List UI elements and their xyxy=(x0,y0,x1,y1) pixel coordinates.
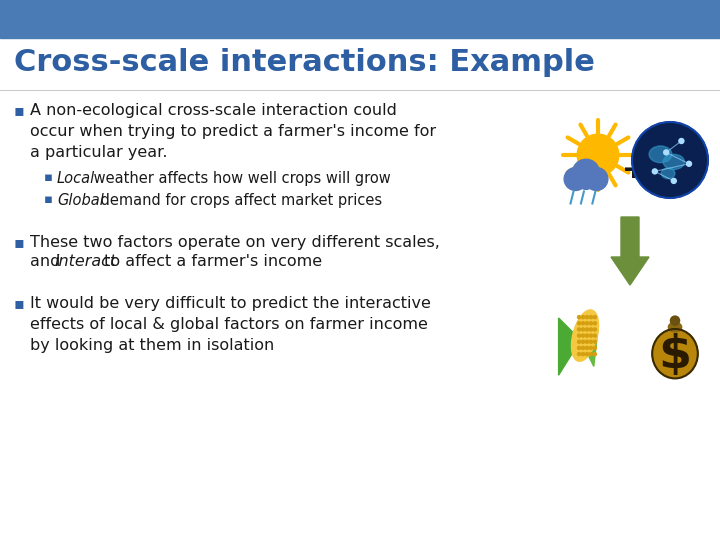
Circle shape xyxy=(671,178,676,184)
Circle shape xyxy=(593,315,596,319)
Circle shape xyxy=(590,334,593,337)
Circle shape xyxy=(577,334,580,337)
Circle shape xyxy=(632,122,708,198)
Text: ▪: ▪ xyxy=(14,235,25,250)
Circle shape xyxy=(577,346,580,349)
Ellipse shape xyxy=(572,310,598,361)
Circle shape xyxy=(577,322,580,325)
Circle shape xyxy=(593,328,596,331)
Text: weather affects how well crops will grow: weather affects how well crops will grow xyxy=(89,171,391,186)
Circle shape xyxy=(572,159,600,186)
Circle shape xyxy=(679,138,684,144)
Circle shape xyxy=(652,169,657,174)
Circle shape xyxy=(593,340,596,343)
Circle shape xyxy=(593,353,596,356)
Circle shape xyxy=(582,328,585,331)
Text: ▪: ▪ xyxy=(44,171,53,184)
Circle shape xyxy=(582,340,585,343)
Circle shape xyxy=(582,322,585,325)
Circle shape xyxy=(585,353,588,356)
Circle shape xyxy=(593,334,596,337)
Circle shape xyxy=(577,315,580,319)
Circle shape xyxy=(670,316,680,325)
Circle shape xyxy=(582,315,585,319)
Bar xyxy=(0,0,720,38)
Circle shape xyxy=(585,328,588,331)
Circle shape xyxy=(585,322,588,325)
Ellipse shape xyxy=(652,329,698,379)
Ellipse shape xyxy=(663,154,685,170)
Circle shape xyxy=(664,150,669,155)
Text: It would be very difficult to predict the interactive
effects of local & global : It would be very difficult to predict th… xyxy=(30,296,431,353)
Text: +: + xyxy=(622,156,646,184)
Text: A non-ecological cross-scale interaction could
occur when trying to predict a fa: A non-ecological cross-scale interaction… xyxy=(30,103,436,160)
Text: These two factors operate on very different scales,: These two factors operate on very differ… xyxy=(30,235,440,250)
Text: and: and xyxy=(30,254,66,269)
Text: demand for crops affect market prices: demand for crops affect market prices xyxy=(96,193,382,208)
Circle shape xyxy=(590,322,593,325)
Text: interact: interact xyxy=(54,254,116,269)
Circle shape xyxy=(585,340,588,343)
Circle shape xyxy=(585,334,588,337)
Ellipse shape xyxy=(649,146,672,163)
Text: Global: Global xyxy=(57,193,104,208)
Circle shape xyxy=(590,353,593,356)
Ellipse shape xyxy=(668,322,682,332)
Circle shape xyxy=(590,346,593,349)
Circle shape xyxy=(590,340,593,343)
Circle shape xyxy=(577,353,580,356)
Text: ▪: ▪ xyxy=(14,296,25,311)
Circle shape xyxy=(582,353,585,356)
Circle shape xyxy=(593,346,596,349)
Circle shape xyxy=(577,328,580,331)
Circle shape xyxy=(582,334,585,337)
Circle shape xyxy=(582,346,585,349)
Circle shape xyxy=(585,315,588,319)
Circle shape xyxy=(590,328,593,331)
Text: to affect a farmer's income: to affect a farmer's income xyxy=(99,254,322,269)
Polygon shape xyxy=(559,318,580,375)
Circle shape xyxy=(577,340,580,343)
Ellipse shape xyxy=(661,168,675,179)
Circle shape xyxy=(590,315,593,319)
Text: Cross-scale interactions: Example: Cross-scale interactions: Example xyxy=(14,48,595,77)
Circle shape xyxy=(593,322,596,325)
Circle shape xyxy=(564,167,587,191)
FancyArrow shape xyxy=(611,217,649,285)
Text: ▪: ▪ xyxy=(14,103,25,118)
Circle shape xyxy=(686,161,691,166)
Text: $: $ xyxy=(658,333,692,378)
Circle shape xyxy=(577,134,618,176)
Text: Local: Local xyxy=(57,171,95,186)
Polygon shape xyxy=(580,327,598,367)
Text: ▪: ▪ xyxy=(44,193,53,206)
Circle shape xyxy=(585,346,588,349)
Circle shape xyxy=(577,173,594,190)
Circle shape xyxy=(585,167,608,191)
